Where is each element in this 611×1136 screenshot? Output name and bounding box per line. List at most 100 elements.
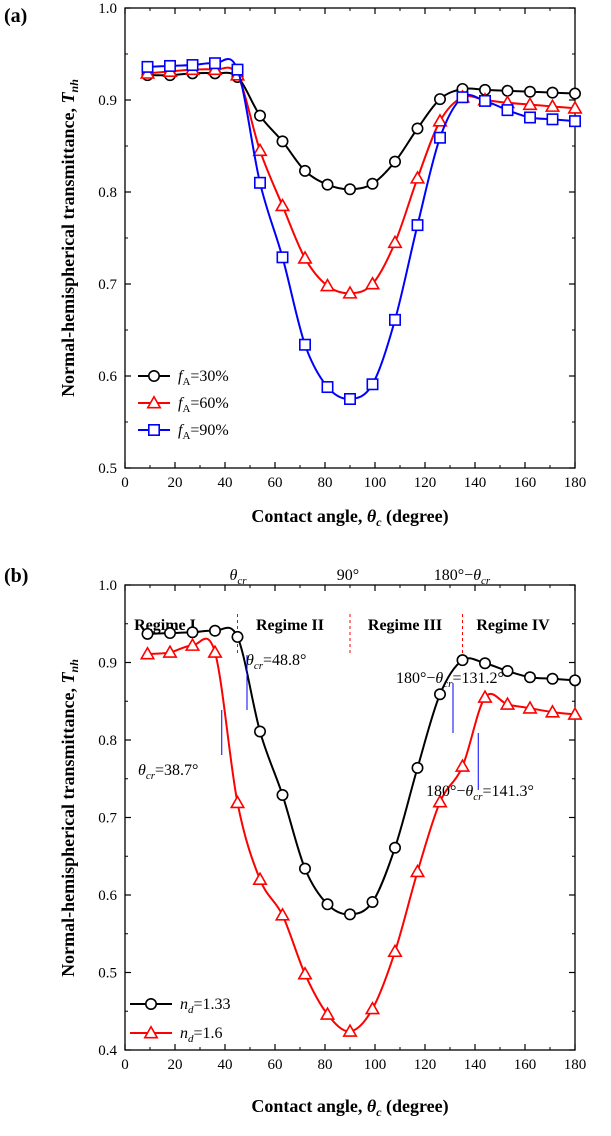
data-point	[546, 113, 559, 126]
y-tick-label: 0.9	[98, 656, 117, 672]
panel-b-plot-frame	[124, 584, 576, 1051]
legend-symbol: f	[178, 395, 185, 412]
series-line-1	[147, 637, 576, 1033]
panel-b-y-label: Normal-hemispherical transmittance, Tnh	[58, 659, 81, 977]
x-tick-label: 100	[364, 1057, 387, 1073]
data-point	[274, 197, 291, 212]
legend-marker-2	[148, 423, 161, 436]
x-tick-label: 100	[364, 475, 387, 491]
panel-b: (b) 0 20 40 60 80 100 120 140 160 180 0.40.50.60.…	[4, 565, 586, 1119]
data-point	[321, 178, 334, 191]
legend-label-0: fA=30%	[178, 368, 229, 388]
panel-a-y-axis: 0.5 0.6 0.7 0.8 0.9 1.0	[98, 1, 575, 477]
panel-b-label: (b)	[4, 565, 28, 587]
y-tick-label: 0.8	[98, 185, 117, 201]
data-point	[321, 898, 334, 911]
data-point	[501, 104, 514, 117]
x-tick-label: 40	[218, 1057, 233, 1073]
data-point	[164, 627, 177, 640]
legend-marker-0	[145, 997, 158, 1010]
data-point	[298, 164, 311, 177]
data-point	[184, 637, 201, 651]
data-point	[364, 1001, 381, 1015]
annotation-symbol: θ	[246, 652, 254, 669]
data-point	[162, 644, 178, 658]
data-point	[366, 378, 379, 391]
data-point	[298, 862, 311, 875]
x-tick-label: 160	[514, 475, 537, 491]
data-point	[276, 135, 289, 148]
boundary-symbol: θ	[229, 567, 237, 584]
data-point	[501, 84, 514, 97]
panel-a-label: (a)	[4, 5, 27, 27]
data-point	[343, 183, 356, 196]
data-point	[523, 85, 536, 98]
data-point	[568, 87, 581, 100]
legend-subscript: A	[182, 403, 190, 415]
x-tick-label: 60	[268, 475, 283, 491]
legend-label-2: fA=90%	[178, 422, 229, 442]
data-point	[387, 234, 403, 249]
annotation-value: =131.2°	[452, 670, 503, 687]
data-point	[321, 381, 334, 394]
data-point	[276, 789, 289, 802]
x-tick-label: 80	[318, 475, 333, 491]
legend-subscript: d	[188, 1004, 194, 1016]
data-point	[478, 94, 491, 107]
legend-value: =30%	[190, 368, 228, 385]
data-point	[298, 338, 311, 351]
x-tick-label: 140	[464, 475, 487, 491]
data-point	[319, 1006, 336, 1020]
legend-symbol: n	[180, 996, 188, 1013]
data-point	[252, 142, 268, 157]
x-tick-label: 120	[414, 475, 437, 491]
annotation-value: =48.8°	[263, 652, 306, 669]
data-point	[231, 630, 244, 643]
y-tick-label: 0.9	[98, 93, 117, 109]
data-point	[409, 170, 426, 184]
data-point	[139, 646, 156, 660]
data-point	[364, 276, 381, 290]
data-point	[276, 251, 289, 264]
boundary-label-2: 180°−θcr	[434, 567, 491, 587]
data-point	[141, 60, 154, 73]
annotation-prefix: 180°−	[396, 670, 435, 687]
annotation-symbol: θ	[465, 783, 473, 800]
data-point	[411, 219, 424, 232]
panel-a-y-label: Normal-hemispherical transmittance, Tnh	[58, 79, 81, 397]
annotation-value: =141.3°	[482, 783, 533, 800]
regime-label-3: Regime IV	[476, 617, 550, 634]
annotation-subscript: cr	[443, 678, 453, 690]
data-point	[209, 624, 222, 637]
annotation-value: =38.7°	[155, 762, 198, 779]
y-tick-label: 1.0	[98, 578, 117, 594]
x-tick-label: 40	[218, 475, 233, 491]
annotation-subscript: cr	[473, 791, 483, 803]
x-tick-label: 180	[564, 1057, 587, 1073]
legend-symbol: n	[180, 1025, 188, 1042]
legend-subscript: A	[182, 376, 190, 388]
x-tick-label: 180	[564, 475, 587, 491]
legend-label-0: nd=1.33	[180, 996, 231, 1016]
data-point	[207, 644, 223, 658]
x-tick-label: 20	[168, 475, 183, 491]
data-point	[388, 313, 401, 326]
data-point	[454, 758, 471, 772]
annotation-subscript: cr	[146, 770, 156, 782]
legend-value: =90%	[190, 422, 228, 439]
data-point	[297, 250, 313, 264]
data-point	[477, 689, 493, 703]
panel-b-x-axis: 0 20 40 60 80 100 120 140 160 180	[121, 585, 586, 1073]
data-point	[411, 122, 424, 135]
panel-a-x-axis: 0 20 40 60 80 100 120 140 160 180	[121, 8, 586, 491]
boundary-label-0: θcr	[229, 567, 247, 587]
regime-label-2: Regime III	[368, 617, 442, 634]
legend-label-1: fA=60%	[178, 395, 229, 415]
data-point	[342, 1023, 358, 1037]
y-tick-label: 0.8	[98, 733, 117, 749]
panel-b-annotations: θcr=48.8°θcr=38.7°180°−θcr=131.2°180°−θc…	[138, 652, 534, 803]
panel-a-series	[139, 57, 583, 405]
